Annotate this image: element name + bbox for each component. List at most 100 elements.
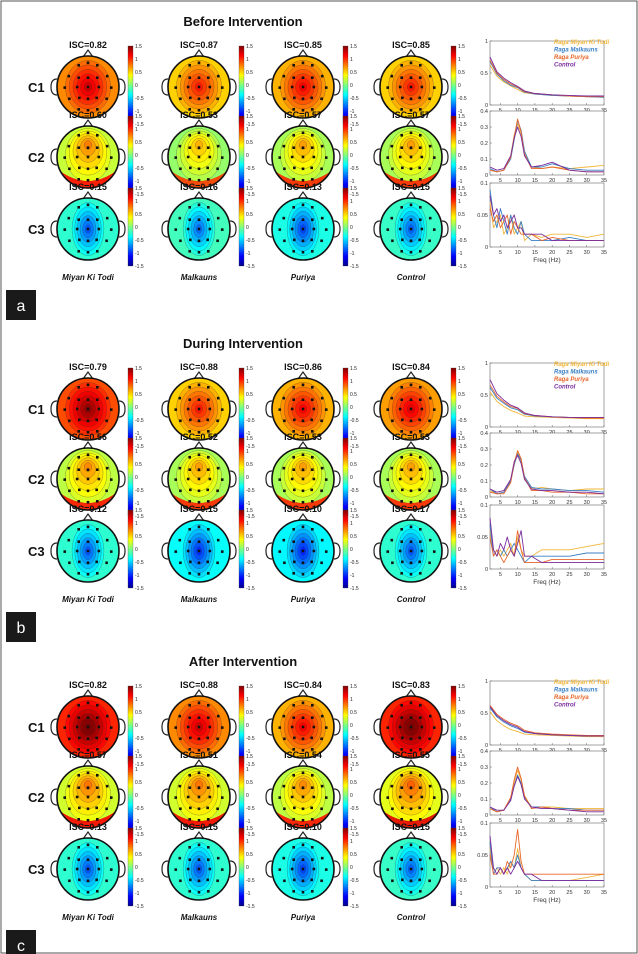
colorbar-tick: 0 — [458, 793, 461, 799]
electrode-dot — [400, 250, 403, 253]
electrode-dot — [324, 550, 328, 553]
colorbar-tick: -0.5 — [135, 736, 144, 742]
spectrum-chart: 00.10.20.30.45101520253035Freq (Hz) — [480, 749, 607, 832]
electrode-dot — [188, 858, 191, 861]
electrode-dot — [86, 203, 90, 207]
panel-label: a — [6, 290, 36, 320]
electrode-dot — [97, 795, 101, 799]
electrode-dot — [282, 466, 286, 470]
colorbar-tick: -1.5 — [350, 586, 359, 592]
electrode-dot — [301, 477, 305, 481]
electrode-dot — [188, 64, 191, 67]
electrode-dot — [189, 96, 192, 100]
colorbar-tick: -1.5 — [246, 444, 255, 450]
colorbar-tick: 0.5 — [246, 852, 253, 858]
electrode-dot — [428, 807, 431, 811]
condition-label: Control — [397, 595, 426, 604]
electrode-dot — [75, 549, 79, 553]
electrode-dot — [188, 846, 191, 849]
colorbar-tick: 1 — [350, 839, 353, 845]
electrode-dot — [208, 477, 212, 481]
nose — [405, 512, 417, 522]
electrode-dot — [386, 868, 390, 871]
electrode-dot — [292, 430, 295, 433]
electrode-dot — [311, 748, 314, 751]
nose — [82, 758, 94, 768]
electrode-dot — [77, 206, 80, 209]
electrode-dot — [207, 786, 210, 789]
electrode-dot — [320, 167, 323, 171]
colorbar-tick: 1.5 — [246, 826, 253, 832]
electrode-dot — [301, 85, 305, 89]
colorbar-tick: 0 — [135, 793, 138, 799]
electrode-dot — [400, 540, 403, 543]
y-tick-label: 0.05 — [477, 535, 488, 541]
electrode-dot — [105, 466, 109, 470]
condition-label: Puriya — [291, 595, 316, 604]
left-ear — [50, 470, 58, 488]
topomap: ISC=0.84 1.5 1 0.5 0 -0.5 -1 -1.5 — [265, 680, 359, 768]
electrode-dot — [207, 468, 210, 471]
electrode-dot — [178, 396, 182, 400]
panel-label-text: b — [17, 620, 26, 637]
electrode-dot — [420, 407, 424, 411]
electrode-dot — [86, 549, 90, 553]
electrode-dot — [207, 64, 210, 67]
electrode-dot — [320, 74, 324, 78]
electrode-dot — [86, 807, 90, 811]
electrode-dot — [78, 736, 81, 740]
x-tick-label: 25 — [566, 890, 572, 896]
nose — [193, 688, 205, 698]
electrode-dot — [63, 86, 67, 89]
electrode-dot — [320, 419, 323, 423]
electrode-dot — [178, 784, 182, 788]
legend-entry: Control — [554, 63, 576, 69]
series-line — [489, 126, 604, 173]
colorbar-tick: -1.5 — [458, 904, 467, 910]
condition-label: Control — [397, 913, 426, 922]
colorbar-tick: -1 — [350, 431, 355, 437]
colorbar-tick: -0.5 — [246, 96, 255, 102]
series-line — [489, 530, 605, 557]
head-outline — [56, 55, 120, 119]
topomap: ISC=0.53 1.5 1 0.5 0 -0.5 -1 -1.5 — [373, 432, 467, 520]
colorbar-tick: 0 — [458, 723, 461, 729]
nose — [297, 758, 309, 768]
section-2: During Intervention C1 ISC=0.79 1.5 1 0.5 0 -0.… — [6, 336, 609, 642]
head-outline — [271, 695, 335, 759]
electrode-dot — [77, 146, 80, 149]
electrode-dot — [292, 64, 295, 67]
colorbar-tick: 1.5 — [350, 684, 357, 690]
colorbar-tick: 0.5 — [246, 70, 253, 76]
electrode-dot — [174, 228, 178, 231]
colorbar-tick: -1 — [135, 251, 140, 257]
colorbar-tick: 0.5 — [458, 534, 465, 540]
series-line — [489, 711, 604, 738]
colorbar — [450, 367, 457, 447]
row-label: C3 — [28, 544, 45, 559]
y-tick-label: 0.2 — [480, 781, 488, 787]
electrode-dot — [96, 468, 99, 471]
colorbar-tick: -0.5 — [246, 166, 255, 172]
electrode-dot — [77, 774, 80, 777]
electrode-dot — [77, 64, 80, 67]
electrode-dot — [95, 418, 98, 422]
legend-entry: Raga Miyan Ki Todi — [554, 362, 609, 368]
topomap: ISC=0.82 1.5 1 0.5 0 -0.5 -1 -1.5 — [50, 680, 144, 768]
colorbar-tick: 1.5 — [135, 436, 142, 442]
colorbar-tick: -1.5 — [135, 586, 144, 592]
electrode-dot — [189, 878, 192, 882]
electrode-dot — [293, 736, 296, 740]
colorbar-tick: -1 — [458, 431, 463, 437]
colorbar-tick: 1.5 — [350, 508, 357, 514]
series-line — [489, 391, 604, 420]
electrode-dot — [197, 701, 201, 705]
electrode-dot — [312, 227, 316, 231]
electrode-dot — [220, 228, 224, 231]
left-ear — [373, 148, 381, 166]
electrode-dot — [292, 786, 295, 789]
electrode-dot — [301, 549, 305, 553]
right-ear — [118, 220, 126, 238]
electrode-dot — [178, 74, 182, 78]
colorbar-tick: 1 — [458, 767, 461, 773]
